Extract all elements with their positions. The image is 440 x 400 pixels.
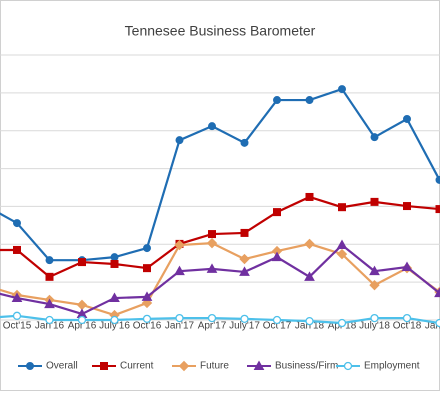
x-tick-label: July'17 [229,321,260,332]
point [240,314,249,324]
series [0,239,440,318]
legend-item: Business/Firm [247,360,338,372]
point [175,136,184,145]
point [271,251,283,262]
x-tick-label: July'16 [99,321,130,332]
point [45,315,54,325]
legend-marker [178,360,190,372]
series [0,85,440,265]
point [338,85,346,94]
legend-marker [100,362,108,370]
point [207,313,217,323]
point [110,253,119,262]
point [403,202,411,211]
point [206,263,218,273]
point [273,96,281,105]
point [109,292,120,303]
point [45,256,54,265]
legend-label: Current [120,361,154,372]
point [143,244,151,253]
point [206,237,218,249]
x-tick-label: Jan'17 [165,321,195,332]
legend-label: Overall [46,361,78,372]
point [240,228,249,237]
legend-item: Employment [336,361,420,372]
point [337,318,347,328]
point [11,292,23,303]
legend-item: Overall [18,361,78,372]
point [305,192,314,201]
point [239,253,250,265]
chart-title: Tennesee Business Barometer [125,23,316,39]
x-tick-label: Oct'15 [3,321,32,332]
point [435,205,440,214]
point [12,311,22,320]
x-tick-label: Jan'16 [35,321,65,332]
point [141,297,153,309]
point [208,122,216,131]
point [338,203,346,212]
legend-marker [26,362,34,370]
point [273,208,281,217]
x-tick-label: Jan'19 [425,321,440,332]
point [336,239,348,250]
point [110,315,119,325]
point [370,313,379,323]
point [77,315,87,325]
legend-marker [343,361,353,371]
point [305,316,314,326]
x-tick-label: Jan'18 [295,321,325,332]
point [304,238,315,250]
point [175,313,184,323]
point [240,138,249,147]
point [208,230,216,239]
point [304,271,315,281]
point [336,248,348,260]
x-tick-label: Oct'17 [263,321,292,332]
legend-item: Future [172,361,229,372]
legend-marker [253,360,265,370]
point [305,96,314,105]
point [110,259,119,268]
x-tick-label: Apr'16 [68,321,97,332]
point [435,175,440,184]
point [370,197,379,206]
point [78,258,86,267]
point [141,291,153,301]
x-tick-label: July'18 [359,321,390,332]
point [143,264,151,273]
point [435,318,440,328]
chart-frame [0,0,440,391]
point [45,272,54,281]
point [239,266,250,276]
point [142,314,152,324]
point [13,245,21,254]
point [403,114,411,123]
point [174,265,185,276]
x-tick-label: Oct'16 [133,321,162,332]
point [369,279,380,291]
legend-label: Future [200,361,229,372]
point [174,239,185,251]
point [369,265,380,276]
legend-label: Business/Firm [275,361,338,372]
legend-label: Employment [364,361,420,372]
series [0,311,440,328]
point [402,313,412,323]
point [44,298,55,309]
point [13,219,21,228]
x-tick-label: Oct'18 [393,321,422,332]
point [370,133,379,142]
point [272,315,282,325]
point [401,261,413,271]
legend-item: Current [92,361,154,372]
x-tick-label: Apr'17 [198,321,227,332]
